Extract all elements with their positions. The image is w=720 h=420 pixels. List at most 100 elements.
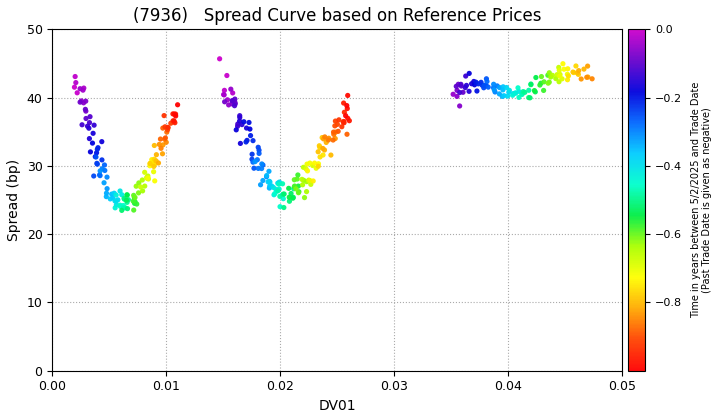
Point (300, 165, 312, 172)
Point (111, 197, 122, 204)
Point (481, 78, 492, 85)
Point (269, 190, 281, 197)
Point (567, 69, 579, 76)
Point (131, 201, 143, 207)
Point (92, 144, 104, 151)
Point (545, 74, 557, 80)
Point (135, 184, 146, 190)
Point (128, 207, 140, 213)
Point (307, 162, 318, 169)
Point (80, 108, 91, 115)
Point (167, 118, 179, 124)
Point (572, 70, 583, 76)
Point (218, 91, 230, 98)
Point (553, 64, 564, 71)
Point (230, 100, 241, 107)
Point (148, 168, 159, 175)
Point (116, 207, 127, 214)
Point (328, 136, 339, 143)
Point (266, 183, 277, 189)
Point (525, 81, 536, 87)
Point (498, 84, 509, 90)
Point (304, 177, 315, 184)
Point (301, 188, 312, 195)
Point (304, 160, 315, 166)
Point (139, 169, 150, 176)
Point (253, 144, 264, 151)
Point (160, 134, 171, 141)
Point (285, 190, 297, 197)
Point (274, 193, 286, 200)
Point (279, 191, 290, 197)
Point (461, 82, 472, 89)
Point (109, 197, 121, 204)
Point (546, 72, 558, 79)
Point (168, 111, 180, 118)
Point (283, 185, 294, 192)
Point (102, 174, 113, 181)
Point (227, 97, 238, 104)
Point (261, 172, 272, 179)
Point (297, 164, 309, 171)
Point (227, 89, 238, 96)
Point (494, 91, 505, 97)
Point (246, 151, 258, 158)
Point (161, 129, 173, 136)
Point (243, 119, 255, 126)
Point (253, 165, 264, 172)
Point (464, 70, 475, 77)
Point (264, 185, 275, 192)
Point (139, 183, 150, 189)
Point (161, 139, 172, 146)
Point (558, 66, 570, 73)
Point (554, 67, 565, 74)
Point (84, 119, 95, 126)
Point (451, 87, 463, 94)
Point (498, 92, 510, 99)
Point (74, 85, 86, 92)
Point (229, 102, 240, 109)
Point (277, 192, 289, 198)
Point (240, 125, 252, 131)
Point (572, 71, 584, 78)
Point (109, 205, 121, 211)
Point (149, 161, 161, 168)
Point (320, 139, 332, 146)
Point (544, 79, 555, 86)
Point (107, 194, 119, 201)
Point (104, 196, 116, 202)
Point (264, 183, 276, 189)
Point (519, 89, 531, 96)
Point (488, 81, 500, 88)
Point (219, 87, 230, 94)
Point (544, 69, 555, 76)
Point (289, 184, 300, 190)
Point (523, 87, 534, 94)
Point (83, 125, 94, 131)
Point (504, 87, 516, 94)
Point (338, 119, 350, 126)
Point (137, 188, 148, 194)
Point (343, 117, 355, 124)
Point (167, 110, 179, 117)
Point (575, 76, 587, 82)
Point (314, 144, 325, 151)
Point (554, 71, 566, 78)
Point (240, 139, 252, 145)
Point (147, 158, 158, 165)
Point (155, 136, 166, 142)
Point (85, 149, 96, 155)
Point (241, 137, 253, 144)
Point (153, 160, 164, 166)
Point (502, 93, 513, 100)
Point (488, 87, 500, 93)
Point (141, 174, 153, 181)
Point (288, 186, 300, 192)
Point (120, 205, 131, 211)
Point (568, 69, 580, 76)
Point (132, 189, 144, 196)
Point (76, 97, 87, 104)
Point (145, 160, 156, 167)
Point (570, 63, 582, 69)
Point (76, 121, 88, 128)
